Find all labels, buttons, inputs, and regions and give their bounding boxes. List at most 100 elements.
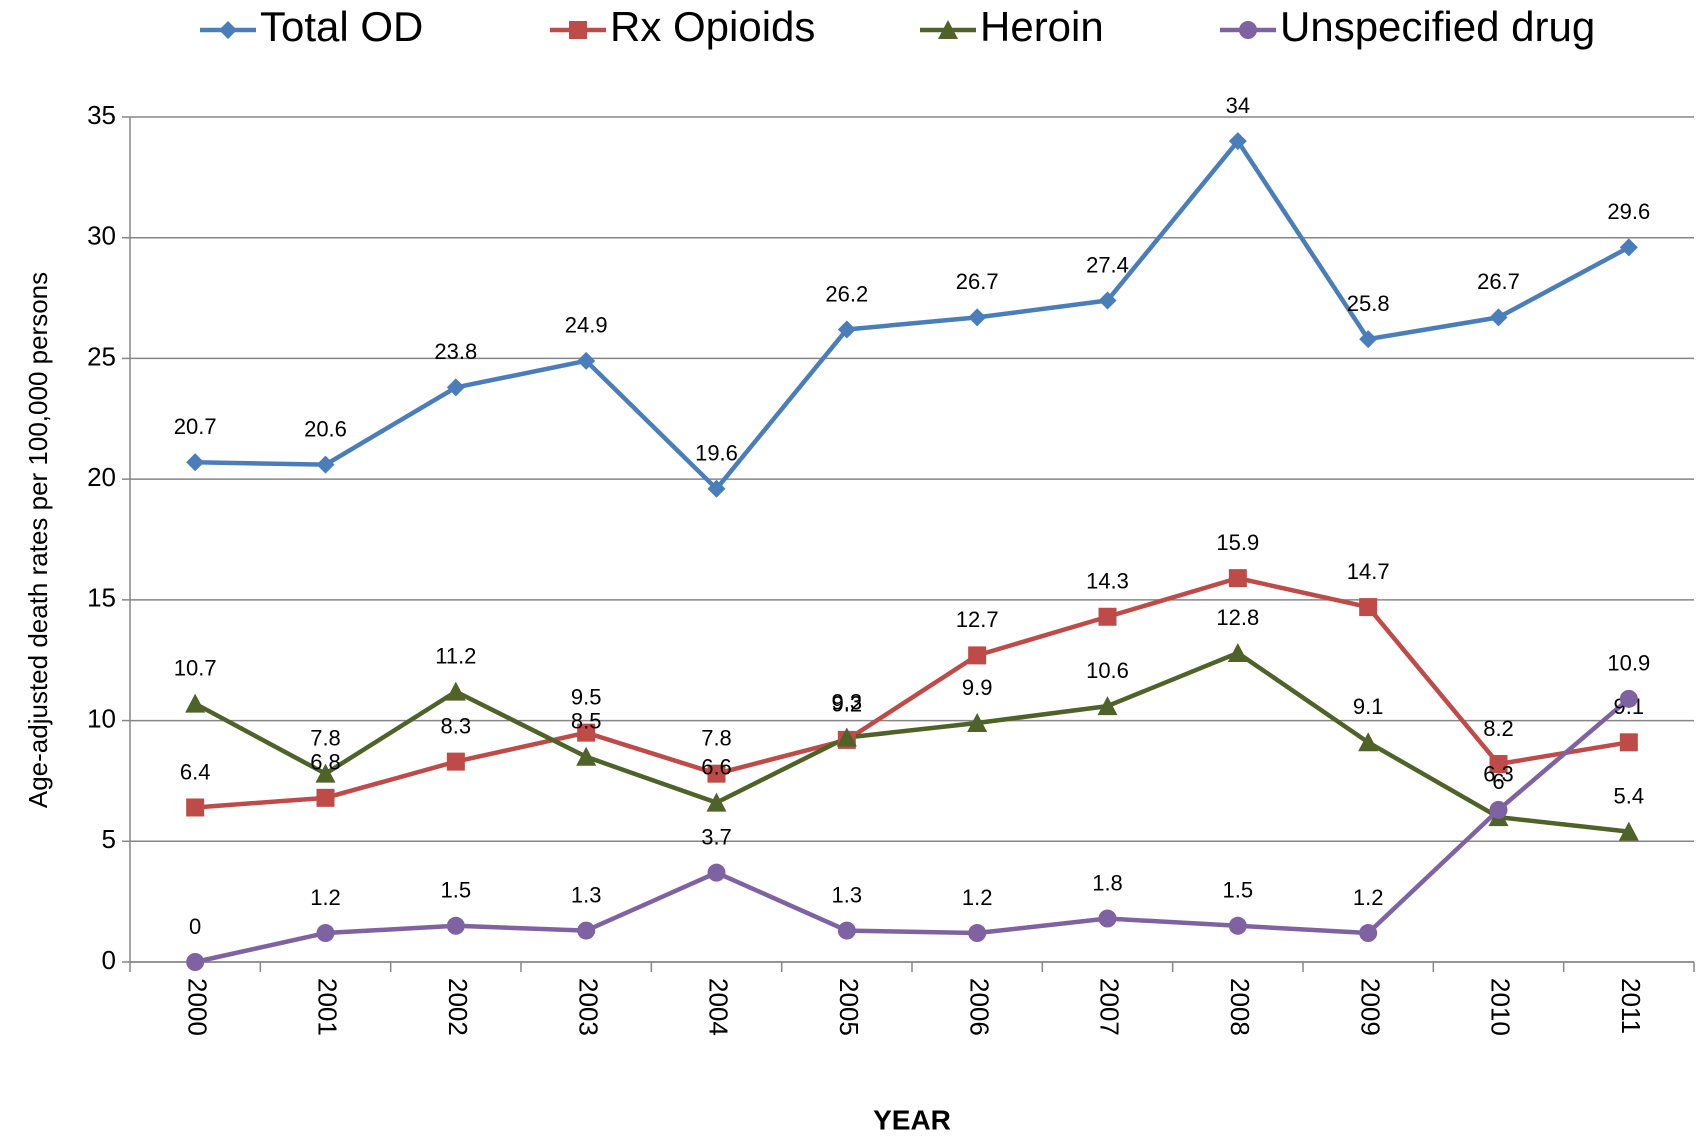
data-point <box>968 924 987 943</box>
data-point <box>316 788 335 807</box>
x-tick-label: 2010 <box>1486 978 1516 1036</box>
x-tick-label: 2005 <box>834 978 864 1036</box>
data-point <box>1097 696 1118 716</box>
series-line <box>194 697 1631 965</box>
data-label: 26.2 <box>825 281 868 306</box>
y-tick-label: 0 <box>102 945 116 975</box>
data-label: 11.2 <box>435 643 476 668</box>
data-label: 1.3 <box>832 882 863 907</box>
data-label: 9.5 <box>571 684 602 709</box>
data-point <box>577 921 596 940</box>
data-point <box>185 693 206 713</box>
x-tick-label: 2000 <box>182 978 212 1036</box>
data-point <box>837 320 856 339</box>
legend-marker <box>219 21 237 39</box>
data-point <box>1228 916 1247 935</box>
data-point <box>1228 569 1247 588</box>
data-point <box>186 798 205 817</box>
data-label: 25.8 <box>1347 291 1390 316</box>
data-label: 14.3 <box>1086 569 1129 594</box>
data-label: 1.2 <box>310 885 341 910</box>
data-label: 6.6 <box>701 754 732 779</box>
data-label: 8.5 <box>571 709 602 734</box>
data-label: 26.7 <box>956 269 999 294</box>
x-tick-label: 2001 <box>313 978 343 1036</box>
data-point <box>1619 238 1638 257</box>
data-point <box>1359 330 1378 349</box>
data-point <box>186 953 205 971</box>
data-point <box>1359 924 1378 943</box>
data-point <box>707 764 726 783</box>
data-label: 10.6 <box>1086 658 1129 683</box>
y-tick-label: 5 <box>102 824 116 854</box>
data-point <box>706 792 727 812</box>
data-label: 7.8 <box>310 725 341 750</box>
legend-marker <box>938 20 958 39</box>
data-label: 7.8 <box>701 725 732 750</box>
legend-label: Total OD <box>260 3 423 50</box>
series-line <box>195 138 1630 492</box>
data-label: 3.7 <box>701 824 732 849</box>
data-label: 1.2 <box>1353 885 1384 910</box>
data-label: 14.7 <box>1347 559 1390 584</box>
data-label: 1.5 <box>441 878 472 903</box>
data-label: 6 <box>1492 769 1504 794</box>
data-point <box>1619 733 1638 752</box>
data-label: 8.2 <box>1483 716 1514 741</box>
data-label: 6.4 <box>180 759 211 784</box>
data-label: 6.3 <box>1483 762 1514 787</box>
data-point <box>316 455 335 474</box>
legend-marker <box>1239 21 1257 39</box>
data-point <box>316 924 335 943</box>
data-label: 20.7 <box>174 414 217 439</box>
x-tick-label: 2007 <box>1095 978 1125 1036</box>
data-point <box>446 378 465 397</box>
data-point <box>1358 732 1379 752</box>
y-tick-label: 25 <box>87 341 116 371</box>
data-point <box>445 681 466 701</box>
x-axis-title: YEAR <box>873 1104 951 1135</box>
y-axis-title: Age-adjusted death rates per 100,000 per… <box>23 272 53 808</box>
legend-label: Rx Opioids <box>610 3 815 50</box>
x-tick-label: 2006 <box>964 978 994 1036</box>
data-label: 1.2 <box>962 885 993 910</box>
data-label: 26.7 <box>1477 269 1520 294</box>
data-point <box>577 723 596 742</box>
data-label: 1.8 <box>1092 870 1123 895</box>
data-point <box>1098 909 1117 928</box>
data-point <box>1098 607 1117 626</box>
data-label: 5.4 <box>1614 783 1645 808</box>
data-label: 15.9 <box>1216 530 1259 555</box>
data-label: 24.9 <box>565 313 608 338</box>
x-tick-label: 2003 <box>573 978 603 1036</box>
data-point <box>577 351 596 370</box>
data-point <box>1489 800 1508 819</box>
series-line <box>195 575 1630 810</box>
data-point <box>1489 755 1508 774</box>
data-point <box>1098 291 1117 310</box>
data-point <box>837 921 856 940</box>
data-point <box>967 712 988 732</box>
data-label: 9.1 <box>1353 694 1384 719</box>
data-point <box>707 863 726 882</box>
data-point <box>446 916 465 935</box>
data-point <box>446 752 465 771</box>
data-label: 12.8 <box>1216 605 1259 630</box>
x-tick-label: 2002 <box>443 978 473 1036</box>
series-line <box>194 650 1630 834</box>
data-label: 20.6 <box>304 416 347 441</box>
y-tick-label: 10 <box>87 703 116 733</box>
data-label: 1.5 <box>1223 878 1254 903</box>
data-label: 0 <box>189 914 201 939</box>
data-point <box>1489 308 1508 327</box>
data-label: 12.7 <box>956 607 999 632</box>
x-tick-label: 2009 <box>1355 978 1385 1036</box>
data-label: 34 <box>1226 93 1250 118</box>
data-label: 10.7 <box>174 655 217 680</box>
y-tick-label: 35 <box>87 100 116 130</box>
data-label: 9.3 <box>832 689 863 714</box>
legend-label: Unspecified drug <box>1280 3 1595 50</box>
data-point <box>1227 642 1248 662</box>
data-point <box>315 763 336 783</box>
data-label: 27.4 <box>1086 252 1129 277</box>
